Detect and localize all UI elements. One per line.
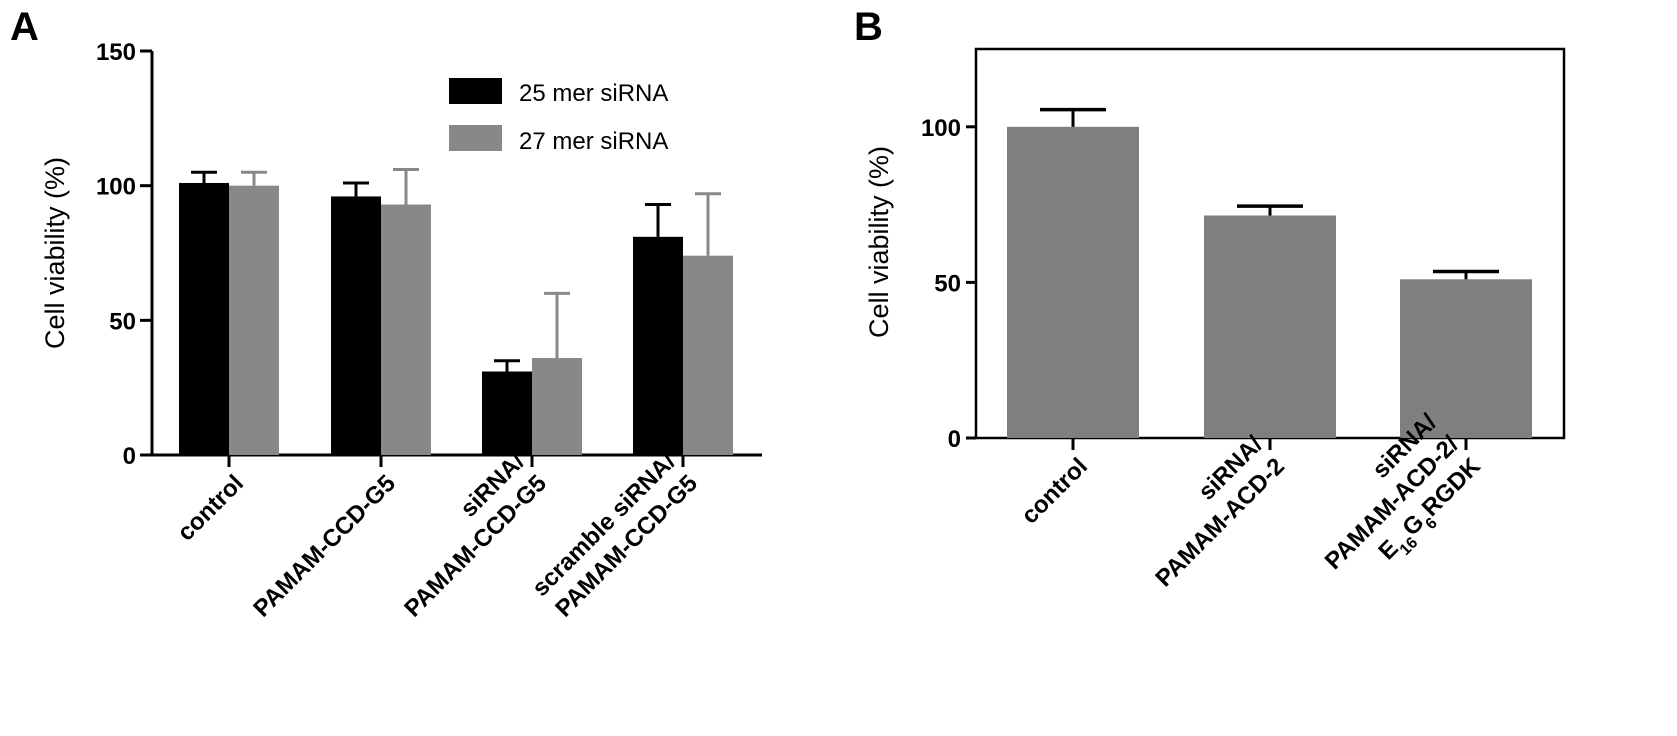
bar-a [633, 236, 683, 455]
bar-a [381, 204, 431, 455]
y-tick-label-a: 100 [96, 174, 136, 201]
y-tick-label-b: 100 [921, 115, 961, 142]
category-labels-a: control PAMAM-CCD-G5 siRNA/PAMAM-CCD-G5scr… [172, 448, 703, 623]
legend-a: 25 mer siRNA 27 mer siRNA [449, 78, 668, 155]
bar-a [331, 196, 381, 455]
y-tick-label-a: 50 [109, 308, 136, 335]
legend-swatch-27mer [449, 125, 502, 151]
panel-label-b: B [854, 5, 883, 49]
panel-a: A Cell viability (%) 0 50 100 150 control PA… [10, 5, 762, 622]
bar-a [179, 182, 229, 455]
bar-a [229, 185, 279, 455]
y-tick-label-a: 150 [96, 39, 136, 66]
y-axis-title-b: Cell viability (%) [864, 146, 894, 338]
legend-label-25mer: 25 mer siRNA [519, 80, 668, 107]
panel-label-a: A [10, 5, 39, 49]
bars-b [1007, 107, 1532, 439]
bar-a [482, 371, 532, 455]
y-ticks-a: 0 50 100 150 [96, 39, 152, 470]
bars-a [179, 168, 733, 455]
legend-label-27mer: 27 mer siRNA [519, 128, 668, 155]
y-tick-label-b: 0 [948, 426, 961, 453]
bar-b [1204, 215, 1336, 438]
bar-b [1400, 279, 1532, 438]
y-ticks-b: 0 50 100 [921, 115, 976, 453]
y-tick-label-b: 50 [934, 270, 961, 297]
legend-swatch-25mer [449, 78, 502, 104]
category-label-a: control [172, 470, 249, 547]
y-tick-label-a: 0 [123, 443, 136, 470]
category-label-a: PAMAM-CCD-G5 [248, 470, 401, 623]
category-label-b: control [1016, 453, 1093, 530]
bar-a [683, 255, 733, 455]
bar-b [1007, 126, 1139, 439]
y-axis-title-a: Cell viability (%) [40, 157, 70, 349]
bar-a [532, 358, 582, 455]
